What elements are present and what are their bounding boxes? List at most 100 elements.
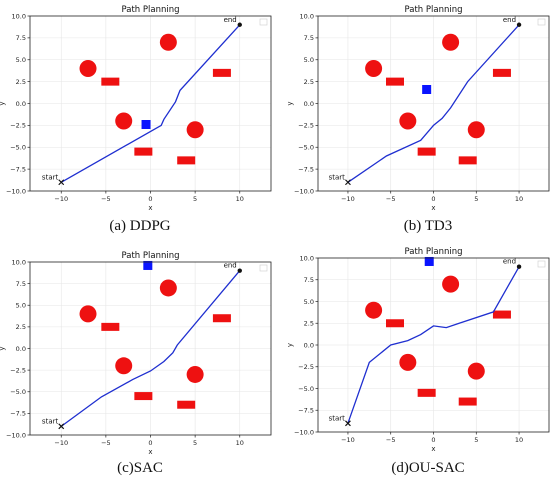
rect-obstacle (492, 68, 511, 77)
x-axis-label: x (431, 445, 435, 453)
caption-b: (b) TD3 (403, 218, 453, 234)
circle-obstacle (79, 305, 97, 323)
x-tick-label: −5 (101, 439, 111, 447)
x-tick-label: −10 (54, 439, 68, 447)
circle-obstacle (186, 121, 204, 139)
start-label: start (329, 173, 346, 181)
rect-obstacle (386, 77, 404, 86)
path-line (60, 270, 241, 427)
circle-obstacle (115, 357, 133, 375)
chart-panel-c: start end −10 −5 0 5 10 −10.0 −7.5 −5.0 −2.5 0.0 2.5… (0, 251, 272, 456)
rect-obstacle (212, 314, 231, 323)
legend-box (537, 18, 546, 26)
circle-obstacle (115, 112, 133, 130)
y-tick-label: 7.5 (16, 280, 26, 288)
x-tick-label: 10 (236, 439, 244, 447)
y-tick-label: −10.0 (6, 431, 26, 439)
x-axis-label: x (148, 448, 152, 456)
x-tick-label: 10 (236, 195, 244, 203)
start-marker (58, 423, 65, 430)
start-marker (58, 179, 65, 186)
y-tick-label: −10.0 (294, 428, 314, 436)
circle-obstacle (186, 365, 204, 383)
circle-obstacle (442, 33, 460, 51)
rect-obstacle (417, 388, 436, 397)
x-tick-label: 5 (193, 439, 197, 447)
circle-obstacle (442, 275, 460, 293)
y-tick-label: 5.0 (304, 56, 314, 64)
x-axis-label: x (431, 204, 435, 212)
x-tick-label: 10 (515, 436, 523, 444)
circle-obstacle (79, 60, 97, 77)
circle-obstacle (399, 353, 417, 371)
end-label: end (224, 262, 237, 270)
x-tick-label: −10 (341, 436, 355, 444)
y-tick-label: 10.0 (12, 12, 26, 20)
y-tick-label: 10.0 (12, 258, 26, 266)
chart-title: Path Planning (122, 251, 180, 261)
x-tick-label: −5 (386, 195, 396, 203)
circle-obstacle (365, 60, 383, 77)
y-axis-label: y (286, 343, 294, 347)
circle-obstacle (467, 362, 485, 380)
x-tick-label: −10 (54, 195, 68, 203)
y-tick-label: 0.0 (16, 345, 26, 353)
y-tick-label: 0.0 (304, 100, 314, 108)
y-tick-label: −2.5 (298, 122, 314, 130)
x-tick-label: 5 (193, 195, 197, 203)
end-label: end (503, 258, 516, 266)
path-line (60, 24, 241, 183)
chart-title: Path Planning (122, 5, 180, 15)
y-tick-label: 7.5 (304, 34, 314, 42)
moving-obstacle (422, 85, 432, 94)
rect-obstacle (212, 68, 231, 77)
y-tick-label: 2.5 (304, 320, 314, 328)
legend-box (259, 18, 268, 26)
y-tick-label: 10.0 (300, 254, 314, 262)
rect-obstacle (101, 77, 120, 86)
circle-obstacle (399, 112, 417, 130)
y-tick-label: 0.0 (304, 341, 314, 349)
rect-obstacle (101, 322, 120, 331)
y-tick-label: −2.5 (298, 363, 314, 371)
x-tick-label: 5 (474, 436, 478, 444)
y-tick-label: 7.5 (304, 276, 314, 284)
rect-obstacle (492, 310, 511, 319)
chart-title: Path Planning (405, 5, 463, 15)
x-tick-label: 0 (431, 436, 435, 444)
y-tick-label: −10.0 (294, 187, 314, 195)
legend-box (259, 264, 268, 272)
end-marker (516, 22, 522, 27)
end-marker (237, 22, 242, 27)
start-marker (345, 179, 351, 186)
caption-c: (c)SAC (117, 460, 163, 476)
y-axis-label: y (0, 346, 6, 350)
end-label: end (224, 16, 237, 24)
chart-panel-b: start end −10 −5 0 5 10 −10.0 −7.5 −5.0 −2.5 0.0 2.5… (286, 5, 550, 212)
caption-a: (a) DDPG (109, 218, 171, 234)
rect-obstacle (458, 156, 477, 165)
y-tick-label: 7.5 (16, 34, 26, 42)
x-tick-label: 5 (474, 195, 478, 203)
rect-obstacle (458, 397, 477, 406)
path-line (347, 266, 520, 424)
start-marker (345, 420, 351, 427)
x-tick-label: 10 (515, 195, 523, 203)
x-tick-label: 0 (148, 439, 152, 447)
rect-obstacle (177, 400, 196, 409)
y-axis-label: y (286, 101, 294, 105)
rect-obstacle (417, 147, 436, 156)
moving-obstacle (141, 120, 151, 129)
y-tick-label: −7.5 (10, 165, 26, 173)
circle-obstacle (159, 279, 177, 297)
x-tick-label: 0 (148, 195, 152, 203)
x-tick-label: 0 (431, 195, 435, 203)
rect-obstacle (386, 319, 404, 328)
y-tick-label: −7.5 (298, 407, 314, 415)
circle-obstacle (467, 121, 485, 139)
end-marker (516, 264, 522, 269)
path-line (347, 24, 520, 183)
y-tick-label: −7.5 (10, 410, 26, 418)
moving-obstacle (143, 260, 153, 270)
